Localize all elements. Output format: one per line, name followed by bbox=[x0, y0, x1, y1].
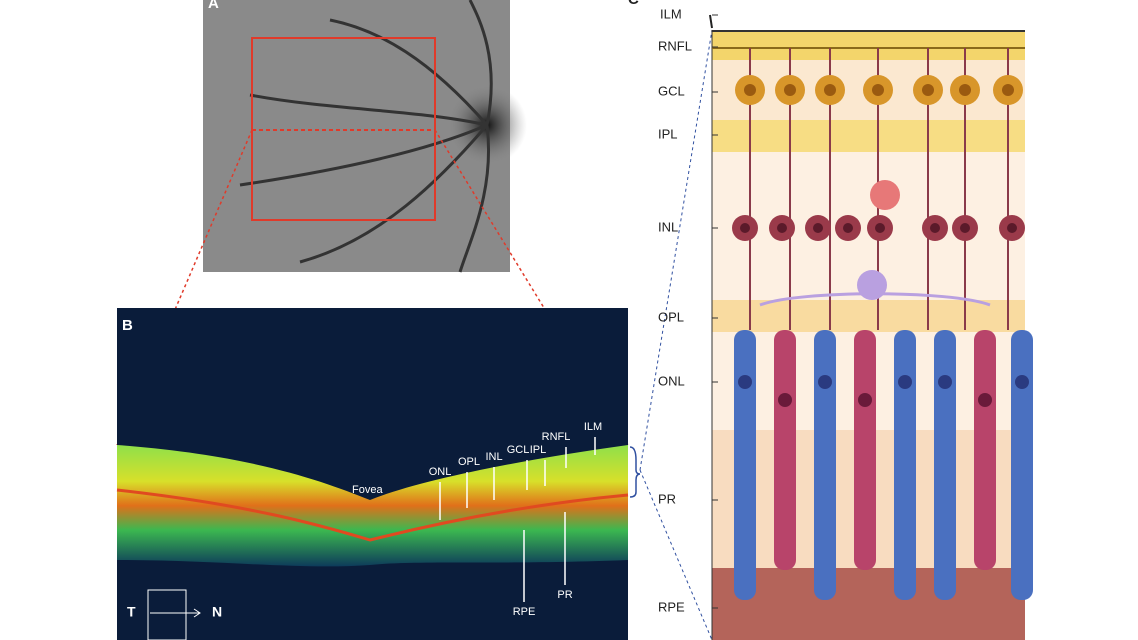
rod bbox=[774, 330, 796, 570]
panel-label: B bbox=[122, 317, 133, 334]
oct-layer-label: ONL bbox=[429, 466, 452, 478]
nucleus bbox=[959, 84, 971, 96]
cone bbox=[814, 330, 836, 600]
layer-band bbox=[712, 30, 1025, 32]
nucleus bbox=[938, 375, 952, 389]
cone bbox=[1011, 330, 1033, 600]
retina-schematic: ILM RNFL GCL IPL INL OPL ONL PR RPE bbox=[658, 6, 1033, 640]
nucleus bbox=[824, 84, 836, 96]
nucleus bbox=[1002, 84, 1014, 96]
layer-band bbox=[712, 300, 1025, 332]
nucleus bbox=[778, 393, 792, 407]
layer-label: ONL bbox=[658, 373, 685, 388]
nucleus bbox=[930, 223, 940, 233]
temporal-label: T bbox=[127, 604, 136, 620]
nucleus bbox=[784, 84, 796, 96]
layer-label: PR bbox=[658, 491, 676, 506]
nucleus bbox=[813, 223, 823, 233]
nucleus bbox=[898, 375, 912, 389]
panel-label: A bbox=[208, 0, 219, 12]
horizontal-process bbox=[759, 292, 991, 307]
oct-layer-label: RPE bbox=[513, 606, 536, 618]
cone bbox=[734, 330, 756, 600]
oct-layer-label: PR bbox=[557, 589, 572, 601]
nucleus bbox=[1015, 375, 1029, 389]
nucleus bbox=[960, 223, 970, 233]
layer-label: IPL bbox=[658, 126, 678, 141]
oct-layer-label: GCL bbox=[507, 444, 530, 456]
horizontal-cell bbox=[857, 270, 887, 300]
rod bbox=[854, 330, 876, 570]
nucleus bbox=[875, 223, 885, 233]
layer-band bbox=[712, 568, 1025, 640]
nucleus bbox=[777, 223, 787, 233]
rod bbox=[974, 330, 996, 570]
oct-layer-label: IPL bbox=[530, 444, 547, 456]
cone bbox=[934, 330, 956, 600]
nucleus bbox=[858, 393, 872, 407]
layer-label: RPE bbox=[658, 599, 685, 614]
nucleus bbox=[738, 375, 752, 389]
layer-band bbox=[712, 32, 1025, 60]
layer-label: ILM bbox=[660, 6, 682, 21]
oct-layer-label: ILM bbox=[584, 421, 602, 433]
fundus-panel bbox=[116, 0, 629, 446]
nucleus bbox=[872, 84, 884, 96]
nucleus bbox=[744, 84, 756, 96]
nucleus bbox=[978, 393, 992, 407]
nasal-label: N bbox=[212, 604, 222, 620]
amacrine-cell bbox=[870, 180, 900, 210]
layer-label: GCL bbox=[658, 83, 685, 98]
nucleus bbox=[843, 223, 853, 233]
oct-layer-label: INL bbox=[485, 451, 502, 463]
layer-band bbox=[712, 120, 1025, 152]
layer-label: INL bbox=[658, 219, 678, 234]
oct-layer-label: OPL bbox=[458, 456, 480, 468]
ilm-pointer bbox=[709, 14, 713, 29]
cone bbox=[894, 330, 916, 600]
nucleus bbox=[740, 223, 750, 233]
nucleus bbox=[922, 84, 934, 96]
nucleus bbox=[818, 375, 832, 389]
panel-label: C bbox=[628, 0, 639, 8]
oct-panel bbox=[116, 29, 713, 640]
fovea-label: Fovea bbox=[352, 484, 383, 496]
oct-layer-label: RNFL bbox=[542, 431, 571, 443]
layer-label: RNFL bbox=[658, 38, 692, 53]
nucleus bbox=[1007, 223, 1017, 233]
layer-label: OPL bbox=[658, 309, 684, 324]
